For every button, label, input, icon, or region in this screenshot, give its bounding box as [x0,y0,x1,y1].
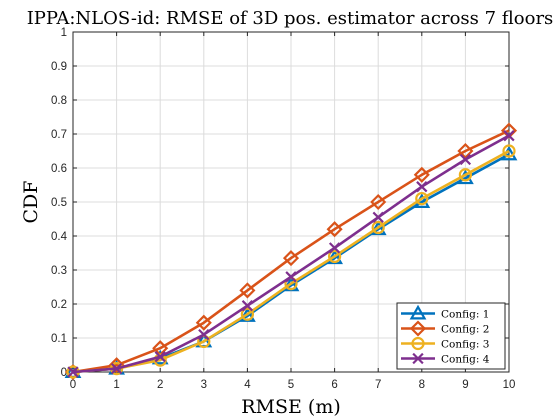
x-axis-label: RMSE (m) [241,396,341,418]
x-tick-label: 1 [113,379,119,391]
series-layer [64,122,518,381]
y-tick-label: 0.6 [51,163,67,175]
x-tick-label: 2 [157,379,163,391]
data-point-marker [154,351,166,363]
x-tick-label: 8 [419,379,425,391]
data-point-marker [108,357,125,374]
data-point-marker [370,193,387,211]
y-tick-label: 0 [61,367,67,379]
legend-marker [411,336,425,351]
series-2 [64,122,518,381]
x-tick-label: 6 [331,379,337,391]
y-tick-label: 1 [61,27,67,39]
data-point-marker [502,144,516,158]
legend-marker [412,352,424,365]
legend-label: Config: 2 [441,324,489,336]
legend-item: Config: 4 [401,352,490,366]
x-tick-label: 5 [288,379,294,391]
chart-title: IPPA:NLOS-id: RMSE of 3D pos. estimator … [27,8,554,29]
data-point-marker [458,168,473,182]
data-point-marker [327,249,342,264]
y-tick-label: 0.8 [51,95,67,107]
x-tick-label: 4 [244,379,251,391]
series-3 [66,144,516,379]
data-point-marker [67,366,79,378]
data-point-marker [198,328,210,341]
x-tick-label: 9 [462,379,468,391]
axis-ticks: 0 1 2 3 4 5 6 7 8 9 10 0 0.1 0.2 0.3 0.4 0.5 0.6 0.7 0.8 0.9… [51,27,515,391]
data-point-marker [413,166,430,183]
data-point-marker [153,353,167,367]
data-point-marker [285,271,297,283]
series-line [72,129,510,374]
legend-label: Config: 3 [441,339,489,351]
data-point-marker [371,220,385,235]
data-point-marker [326,221,343,238]
data-point-marker [372,211,384,223]
series-4 [67,130,515,378]
legend-label: Config: 4 [441,354,490,366]
x-tick-label: 10 [503,379,516,391]
data-point-marker [282,250,300,267]
x-tick-label: 3 [201,379,207,391]
x-tick-label: 0 [70,379,76,391]
y-tick-label: 0.9 [51,61,67,73]
y-axis-label: CDF [20,181,42,224]
y-tick-label: 0.5 [51,197,67,209]
legend: Config: 1 Config: 2 Config: 3 Config: 4 [396,302,506,370]
data-point-marker [110,362,123,375]
legend-label: Config: 1 [441,309,489,321]
legend-item: Config: 1 [401,304,489,321]
y-tick-label: 0.3 [51,265,67,277]
data-point-marker [459,153,472,166]
data-point-marker [239,282,256,299]
series-line [72,149,510,374]
y-tick-label: 0.7 [51,129,67,141]
y-tick-label: 0.2 [51,299,67,311]
data-point-marker [503,130,515,142]
data-point-marker [241,300,254,312]
legend-marker [409,304,427,320]
data-point-marker [328,242,341,254]
data-point-marker [195,314,212,331]
legend-marker [409,320,427,337]
legend-item: Config: 3 [401,336,489,351]
data-point-marker [457,142,474,160]
x-tick-label: 7 [375,379,381,391]
data-point-marker [415,191,429,206]
data-point-marker [416,181,428,193]
legend-item: Config: 2 [401,320,489,337]
y-tick-label: 0.4 [51,231,68,243]
y-tick-label: 0.1 [51,333,67,345]
data-point-marker [240,307,255,321]
